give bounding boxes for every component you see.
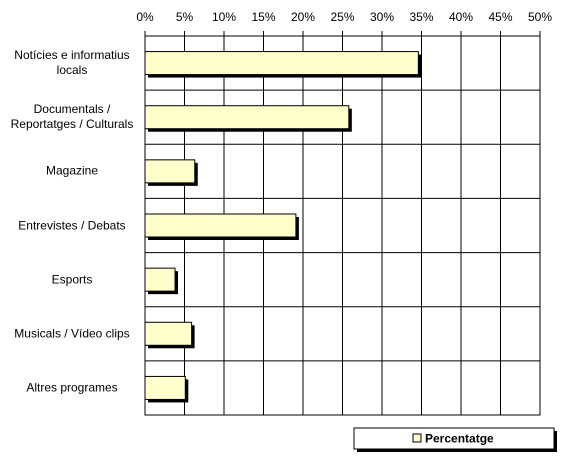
- x-tick-label: 5%: [176, 10, 194, 24]
- y-tick-label: Musicals / Vídeo clips: [14, 326, 130, 341]
- x-tick-label: 50%: [528, 10, 552, 24]
- bar: [144, 105, 350, 130]
- legend-marker: [412, 433, 422, 443]
- x-tick-label: 35%: [409, 10, 433, 24]
- x-tick-label: 10%: [212, 10, 236, 24]
- bar: [144, 267, 176, 292]
- y-tick-label: Esports: [51, 272, 93, 287]
- y-tick-label: Notícies e informatius locals: [14, 48, 130, 78]
- bar: [144, 51, 419, 76]
- x-tick-label: 45%: [488, 10, 512, 24]
- y-tick-label: Altres programes: [26, 380, 118, 395]
- x-tick-label: 25%: [330, 10, 354, 24]
- legend: [353, 427, 555, 450]
- x-tick-label: 40%: [449, 10, 473, 24]
- x-tick-label: 15%: [251, 10, 275, 24]
- x-tick-label: 0%: [136, 10, 154, 24]
- bar: [144, 321, 193, 346]
- y-tick-label: Documentals / Reportatges / Culturals: [10, 102, 134, 132]
- x-tick-label: 30%: [370, 10, 394, 24]
- y-tick-label: Magazine: [45, 163, 99, 178]
- bar: [144, 375, 186, 400]
- bar: [144, 159, 196, 184]
- y-tick-label: Entrevistes / Debats: [18, 218, 126, 232]
- legend-label: Percentatge: [425, 432, 494, 446]
- bar: [144, 213, 297, 238]
- x-tick-label: 20%: [291, 10, 315, 24]
